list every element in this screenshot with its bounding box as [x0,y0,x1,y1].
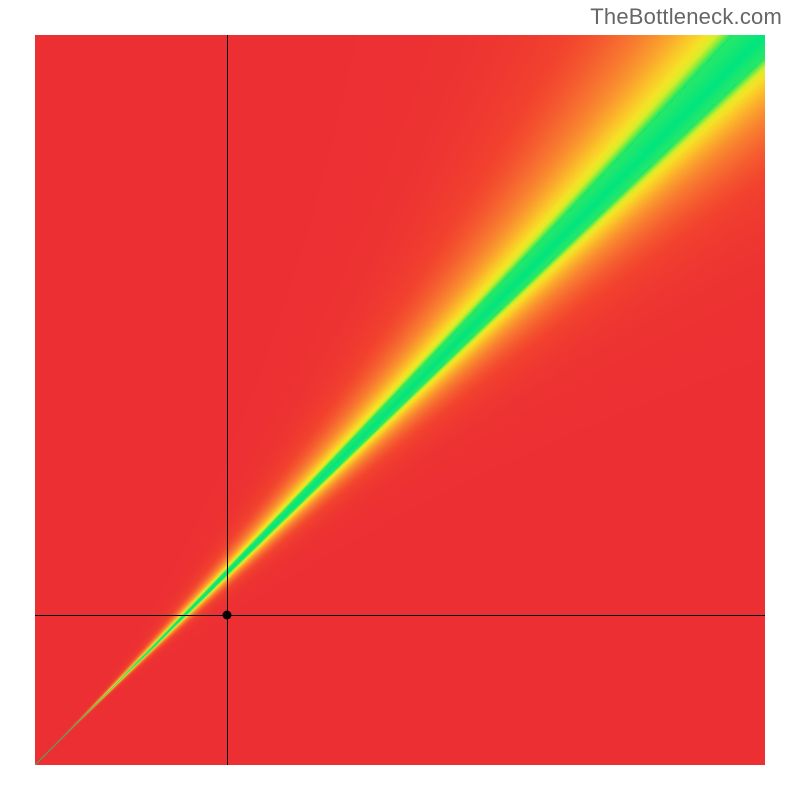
heatmap-plot [35,35,765,765]
watermark-text: TheBottleneck.com [590,4,782,30]
chart-container: TheBottleneck.com [0,0,800,800]
heatmap-canvas [35,35,765,765]
